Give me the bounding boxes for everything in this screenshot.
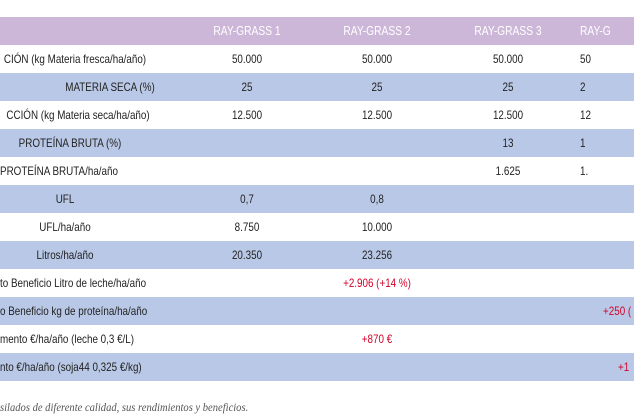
row-label: Litros/ha/año <box>36 248 94 262</box>
table-row-dry-matter-percent: MATERIA SECA (%) 25 25 25 2 <box>0 73 634 101</box>
cell-ray-grass-4: 12 <box>580 108 591 122</box>
header-ray-grass-2: RAY-GRASS 2 <box>343 24 411 38</box>
cell-ray-grass-2: 50.000 <box>361 52 393 66</box>
row-label: mento €/ha/año (leche 0,3 €/L) <box>0 332 135 346</box>
cell-ray-grass-3 <box>459 325 557 353</box>
table-row-benefit-kg-protein: o Beneficio kg de proteína/ha/año +250 ( <box>0 297 634 325</box>
cell-ray-grass-1: 8.750 <box>234 220 260 234</box>
row-label: PROTEÍNA BRUTA/ha/año <box>0 164 118 178</box>
cell-ray-grass-2 <box>328 129 426 157</box>
cell-ray-grass-1: 0,7 <box>240 192 254 206</box>
cell-ray-grass-3 <box>459 269 557 297</box>
cell-ray-grass-1: 25 <box>241 80 253 94</box>
cell-ray-grass-4 <box>580 325 634 353</box>
cell-ray-grass-2 <box>328 157 426 185</box>
cell-ray-grass-1 <box>198 157 296 185</box>
cell-ray-grass-2: 23.256 <box>361 248 393 262</box>
table-row-ufl-per-ha: UFL/ha/año 8.750 10.000 <box>0 213 634 241</box>
table-row-litres-per-ha: Litros/ha/año 20.350 23.256 <box>0 241 634 269</box>
cell-ray-grass-3 <box>459 241 557 269</box>
header-ray-grass-4: RAY-G <box>580 24 611 38</box>
row-label: to Beneficio Litro de leche/ha/año <box>0 276 147 290</box>
cell-ray-grass-1 <box>198 325 296 353</box>
table-row-crude-protein-percent: PROTEÍNA BRUTA (%) 13 1 <box>0 129 634 157</box>
cell-ray-grass-1 <box>198 297 296 325</box>
cell-ray-grass-3: 50.000 <box>492 52 524 66</box>
cell-ray-grass-4 <box>580 185 634 213</box>
cell-ray-grass-4 <box>580 269 634 297</box>
cell-ray-grass-3 <box>459 353 557 381</box>
table-row-fresh-matter-production: CIÓN (kg Materia fresca/ha/año) 50.000 5… <box>0 45 634 73</box>
cell-ray-grass-4: 2 <box>580 80 586 94</box>
cell-ray-grass-4: 1 <box>580 136 586 150</box>
table-row-increase-soy-value: nto €/ha/año (soja44 0,325 €/kg) +1 <box>0 353 634 381</box>
cell-ray-grass-1: 12.500 <box>231 108 263 122</box>
cell-ray-grass-2 <box>328 353 426 381</box>
cell-ray-grass-4 <box>580 241 634 269</box>
table-row-increase-milk-value: mento €/ha/año (leche 0,3 €/L) +870 € <box>0 325 634 353</box>
cell-ray-grass-1: 20.350 <box>231 248 263 262</box>
cell-ray-grass-4: 1. <box>580 164 589 178</box>
row-label: UFL/ha/año <box>39 220 91 234</box>
cell-ray-grass-3 <box>459 185 557 213</box>
cell-ray-grass-2: +2.906 (+14 %) <box>343 276 411 290</box>
cell-ray-grass-2: 10.000 <box>361 220 393 234</box>
table-row-ufl: UFL 0,7 0,8 <box>0 185 634 213</box>
cell-ray-grass-3: 13 <box>502 136 514 150</box>
cell-ray-grass-2: +870 € <box>361 332 393 346</box>
cell-ray-grass-3: 12.500 <box>492 108 524 122</box>
cell-ray-grass-4: +1 <box>618 360 630 374</box>
cell-ray-grass-1 <box>198 129 296 157</box>
cell-ray-grass-3 <box>459 213 557 241</box>
cell-ray-grass-1 <box>198 269 296 297</box>
cell-ray-grass-3 <box>459 297 557 325</box>
cell-ray-grass-4: +250 ( <box>603 304 632 318</box>
row-label: UFL <box>55 192 75 206</box>
cell-ray-grass-2: 25 <box>371 80 383 94</box>
header-ray-grass-3: RAY-GRASS 3 <box>474 24 542 38</box>
table-header-row: RAY-GRASS 1 RAY-GRASS 2 RAY-GRASS 3 RAY-… <box>0 17 634 45</box>
table-row-dry-matter-production: CCIÓN (kg Materia seca/ha/año) 12.500 12… <box>0 101 634 129</box>
row-label: MATERIA SECA (%) <box>65 80 155 94</box>
table-row-crude-protein-per-ha: PROTEÍNA BRUTA/ha/año 1.625 1. <box>0 157 634 185</box>
row-label: o Beneficio kg de proteína/ha/año <box>0 304 148 318</box>
cell-ray-grass-1: 50.000 <box>231 52 263 66</box>
cell-ray-grass-2: 12.500 <box>361 108 393 122</box>
row-label: nto €/ha/año (soja44 0,325 €/kg) <box>0 360 142 374</box>
forage-comparison-table: RAY-GRASS 1 RAY-GRASS 2 RAY-GRASS 3 RAY-… <box>0 17 634 381</box>
row-label: CCIÓN (kg Materia seca/ha/año) <box>6 108 150 122</box>
cell-ray-grass-2: 0,8 <box>370 192 384 206</box>
cell-ray-grass-2 <box>328 297 426 325</box>
cell-ray-grass-1 <box>198 353 296 381</box>
cell-ray-grass-4 <box>580 213 634 241</box>
table-row-benefit-litre-milk: to Beneficio Litro de leche/ha/año +2.90… <box>0 269 634 297</box>
cell-ray-grass-4: 50 <box>580 52 591 66</box>
header-ray-grass-1: RAY-GRASS 1 <box>213 24 281 38</box>
table-caption: silados de diferente calidad, sus rendim… <box>0 400 249 414</box>
row-label: PROTEÍNA BRUTA (%) <box>18 136 122 150</box>
row-label: CIÓN (kg Materia fresca/ha/año) <box>3 52 147 66</box>
cell-ray-grass-3: 25 <box>502 80 514 94</box>
cell-ray-grass-3: 1.625 <box>495 164 521 178</box>
